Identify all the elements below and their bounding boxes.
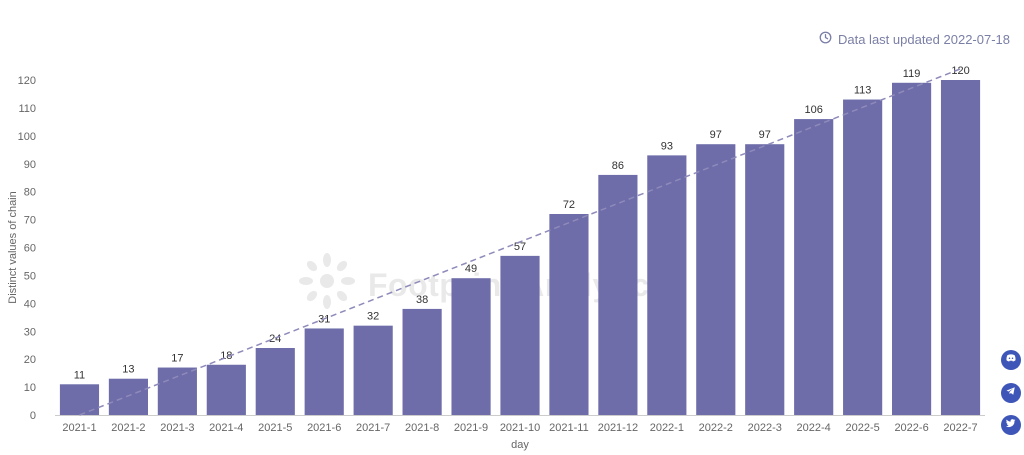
y-tick-label: 110 — [18, 103, 36, 115]
bar — [745, 144, 785, 416]
data-label: 32 — [367, 311, 379, 323]
telegram-icon — [1005, 384, 1017, 402]
data-label: 120 — [951, 65, 969, 77]
x-tick-label: 2021-1 — [62, 422, 96, 434]
x-tick-label: 2021-11 — [549, 422, 589, 434]
x-tick-label: 2021-7 — [356, 422, 390, 434]
data-label: 11 — [74, 369, 85, 381]
data-label: 113 — [854, 85, 872, 97]
y-tick-label: 90 — [24, 159, 36, 171]
data-label: 97 — [759, 129, 771, 141]
y-tick-label: 50 — [24, 270, 36, 282]
x-tick-label: 2021-8 — [405, 422, 439, 434]
data-label: 72 — [563, 199, 575, 211]
data-updated-indicator: Data last updated 2022-07-18 — [819, 31, 1010, 47]
x-tick-label: 2021-2 — [111, 422, 145, 434]
x-axis-label: day — [511, 439, 529, 451]
y-tick-label: 100 — [18, 131, 36, 143]
x-tick-label: 2022-6 — [894, 422, 928, 434]
bar — [157, 367, 197, 415]
data-label: 106 — [805, 104, 823, 116]
data-label: 93 — [661, 140, 673, 152]
x-tick-label: 2021-6 — [307, 422, 341, 434]
y-tick-label: 70 — [24, 215, 36, 227]
data-label: 13 — [122, 364, 134, 376]
bar — [500, 255, 540, 415]
data-label: 38 — [416, 294, 428, 306]
bar — [451, 278, 491, 415]
bar — [353, 325, 393, 415]
discord-icon — [1005, 351, 1017, 369]
x-tick-label: 2021-10 — [500, 422, 540, 434]
y-tick-label: 0 — [30, 410, 36, 422]
y-tick-label: 30 — [24, 326, 36, 338]
y-tick-label: 20 — [24, 354, 36, 366]
y-tick-label: 80 — [24, 187, 36, 199]
x-tick-label: 2021-3 — [160, 422, 194, 434]
data-label: 57 — [514, 241, 526, 253]
bar — [843, 99, 883, 416]
data-label: 17 — [171, 353, 183, 365]
x-tick-label: 2022-3 — [748, 422, 782, 434]
bar — [940, 80, 981, 415]
telegram-button[interactable] — [1001, 383, 1021, 403]
data-label: 24 — [269, 333, 281, 345]
data-updated-text: Data last updated 2022-07-18 — [837, 31, 1010, 47]
x-tick-label: 2021-9 — [454, 422, 488, 434]
x-tick-label: 2022-4 — [797, 422, 831, 434]
data-label: 86 — [612, 160, 624, 172]
x-tick-label: 2022-7 — [943, 422, 977, 434]
data-label: 49 — [465, 263, 477, 275]
y-tick-label: 120 — [18, 75, 36, 87]
x-tick-label: 2022-1 — [650, 422, 684, 434]
x-tick-label: 2021-12 — [598, 422, 638, 434]
x-tick-label: 2021-5 — [258, 422, 292, 434]
data-label: 119 — [903, 68, 921, 80]
bar — [598, 174, 638, 415]
y-tick-label: 10 — [24, 382, 36, 394]
twitter-button[interactable] — [1001, 415, 1021, 435]
bar — [794, 119, 834, 415]
clock-icon — [819, 31, 832, 47]
x-tick-label: 2021-4 — [209, 422, 243, 434]
discord-button[interactable] — [1001, 350, 1021, 370]
trend-line — [79, 68, 961, 416]
y-axis-label: Distinct values of chain — [7, 191, 19, 304]
bar — [402, 308, 442, 415]
x-tick-label: 2022-2 — [699, 422, 733, 434]
bar — [108, 378, 148, 415]
x-tick-label: 2022-5 — [845, 422, 879, 434]
y-tick-label: 60 — [24, 243, 36, 255]
bar — [206, 364, 246, 415]
y-tick-label: 40 — [24, 298, 36, 310]
twitter-icon — [1005, 416, 1017, 434]
bar — [696, 144, 736, 416]
bar — [647, 155, 687, 415]
bar — [304, 328, 344, 415]
data-label: 97 — [710, 129, 722, 141]
bar — [255, 348, 295, 415]
bar — [549, 214, 589, 415]
bar — [892, 82, 932, 416]
